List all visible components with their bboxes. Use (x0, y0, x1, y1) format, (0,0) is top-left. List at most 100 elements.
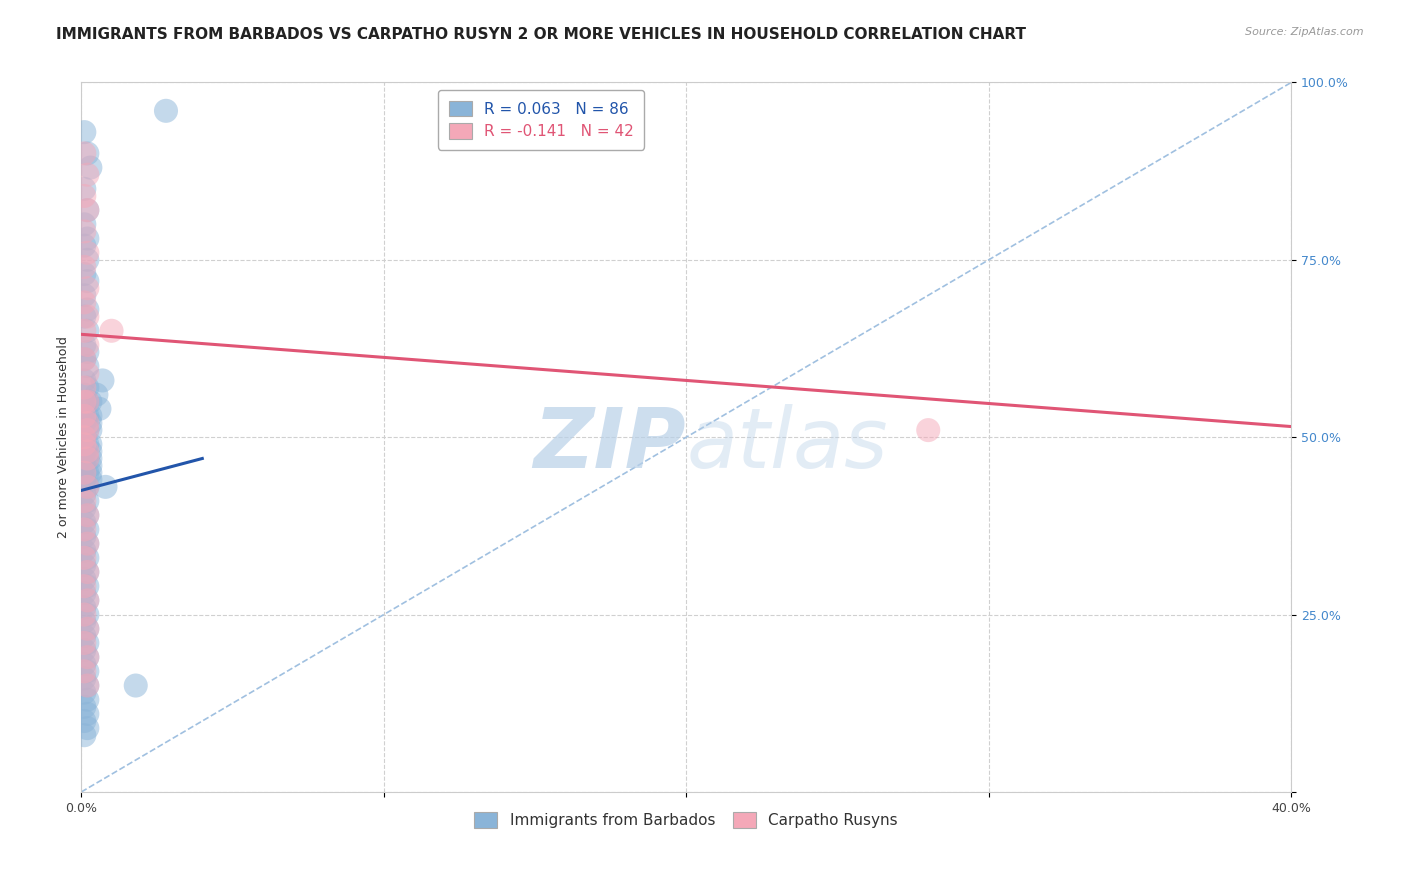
Point (73, 295, 96, 310)
Point (76, 245, 98, 260)
Point (76, 692, 98, 706)
Point (73, 437, 96, 451)
Point (76, 650, 98, 665)
Text: IMMIGRANTS FROM BARBADOS VS CARPATHO RUSYN 2 OR MORE VEHICLES IN HOUSEHOLD CORRE: IMMIGRANTS FROM BARBADOS VS CARPATHO RUS… (56, 27, 1026, 42)
Point (76, 451, 98, 466)
Point (73, 416, 96, 430)
Point (73, 636, 96, 650)
Point (76, 536, 98, 550)
Point (76, 466, 98, 480)
Point (73, 529, 96, 543)
Point (76, 650, 98, 665)
Point (155, 103, 177, 118)
Point (76, 338, 98, 352)
Point (73, 444, 96, 458)
Point (76, 437, 98, 451)
Point (73, 374, 96, 388)
Point (79, 161, 101, 175)
Point (73, 182, 96, 196)
Point (76, 345, 98, 359)
Legend: Immigrants from Barbados, Carpatho Rusyns: Immigrants from Barbados, Carpatho Rusyn… (468, 805, 904, 834)
Point (76, 550, 98, 565)
Point (73, 146, 96, 161)
Point (76, 451, 98, 466)
Point (76, 394, 98, 409)
Point (76, 146, 98, 161)
Point (76, 480, 98, 494)
Point (73, 394, 96, 409)
Point (76, 203, 98, 218)
Point (76, 394, 98, 409)
Point (76, 423, 98, 437)
Point (73, 401, 96, 416)
Point (86, 387, 108, 401)
Point (79, 423, 101, 437)
Point (76, 593, 98, 607)
Point (76, 423, 98, 437)
Point (73, 665, 96, 679)
Point (73, 352, 96, 367)
Point (73, 501, 96, 516)
Point (76, 252, 98, 267)
Point (73, 224, 96, 238)
Point (73, 218, 96, 232)
Point (73, 607, 96, 622)
Point (79, 409, 101, 423)
Point (73, 260, 96, 274)
Point (73, 579, 96, 593)
Point (73, 699, 96, 714)
Point (73, 430, 96, 444)
Point (73, 685, 96, 699)
Point (76, 274, 98, 288)
Point (79, 466, 101, 480)
Point (76, 536, 98, 550)
Point (76, 679, 98, 693)
Point (73, 387, 96, 401)
Point (76, 409, 98, 423)
Point (76, 508, 98, 523)
Point (79, 394, 101, 409)
Point (76, 302, 98, 317)
Point (73, 352, 96, 367)
Text: ZIP: ZIP (534, 404, 686, 484)
Point (76, 565, 98, 579)
Point (76, 480, 98, 494)
Point (79, 473, 101, 487)
Text: atlas: atlas (686, 404, 887, 484)
Point (79, 444, 101, 458)
Point (73, 473, 96, 487)
Point (76, 565, 98, 579)
Point (73, 324, 96, 338)
Point (76, 607, 98, 622)
Point (73, 189, 96, 203)
Point (73, 267, 96, 281)
Point (76, 721, 98, 735)
Point (73, 523, 96, 537)
Point (73, 487, 96, 501)
Point (76, 706, 98, 721)
Point (73, 494, 96, 508)
Point (917, 423, 939, 437)
Point (76, 281, 98, 295)
Point (76, 380, 98, 394)
Point (73, 380, 96, 394)
Point (73, 558, 96, 572)
Point (79, 451, 101, 466)
Point (73, 125, 96, 139)
Point (73, 516, 96, 530)
Point (73, 586, 96, 600)
Point (76, 636, 98, 650)
Point (76, 508, 98, 523)
Point (73, 430, 96, 444)
Point (76, 416, 98, 430)
Point (79, 416, 101, 430)
Point (73, 600, 96, 615)
Point (73, 466, 96, 480)
Point (76, 310, 98, 324)
Point (73, 672, 96, 686)
Point (76, 494, 98, 508)
Point (76, 665, 98, 679)
Point (73, 572, 96, 586)
Point (73, 643, 96, 657)
Point (73, 728, 96, 742)
